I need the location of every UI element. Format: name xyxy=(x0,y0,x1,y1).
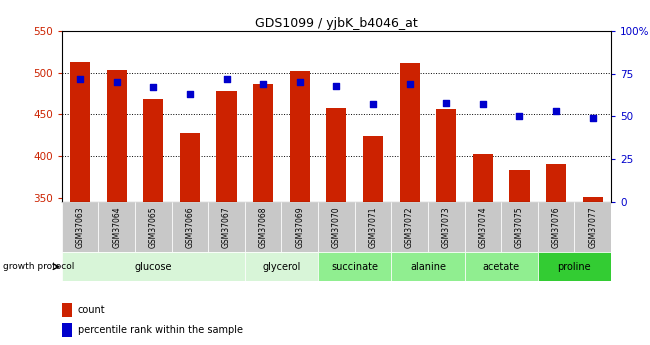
Text: alanine: alanine xyxy=(410,262,446,272)
Text: count: count xyxy=(78,305,105,315)
Point xyxy=(294,80,305,85)
Bar xyxy=(180,133,200,202)
Point xyxy=(368,102,378,107)
Point xyxy=(441,100,451,106)
Bar xyxy=(70,62,90,202)
Text: GSM37077: GSM37077 xyxy=(588,206,597,248)
Text: GSM37068: GSM37068 xyxy=(259,206,268,248)
Text: GSM37076: GSM37076 xyxy=(552,206,560,248)
Text: GSM37063: GSM37063 xyxy=(75,206,84,248)
Bar xyxy=(208,202,245,252)
Point xyxy=(258,81,268,87)
Text: succinate: succinate xyxy=(332,262,378,272)
Bar xyxy=(281,202,318,252)
Bar xyxy=(391,202,428,252)
Text: GSM37069: GSM37069 xyxy=(295,206,304,248)
Bar xyxy=(436,109,456,202)
Point xyxy=(551,109,562,114)
Bar xyxy=(326,108,346,202)
Bar xyxy=(538,253,611,280)
Text: GSM37073: GSM37073 xyxy=(442,206,450,248)
Bar xyxy=(62,253,245,280)
Bar xyxy=(391,253,465,280)
Point xyxy=(221,76,232,82)
Bar xyxy=(582,197,603,202)
Text: GSM37072: GSM37072 xyxy=(405,206,414,248)
Text: acetate: acetate xyxy=(482,262,520,272)
Bar xyxy=(363,136,383,202)
Text: GSM37070: GSM37070 xyxy=(332,206,341,248)
Bar xyxy=(245,253,318,280)
Bar xyxy=(143,99,163,202)
Bar xyxy=(538,202,575,252)
Text: GSM37064: GSM37064 xyxy=(112,206,121,248)
Text: percentile rank within the sample: percentile rank within the sample xyxy=(78,325,243,335)
Bar xyxy=(355,202,391,252)
Bar xyxy=(62,202,98,252)
Text: GSM37066: GSM37066 xyxy=(185,206,194,248)
Point xyxy=(331,83,342,88)
Text: glycerol: glycerol xyxy=(262,262,301,272)
Text: GSM37075: GSM37075 xyxy=(515,206,524,248)
Bar xyxy=(62,303,72,317)
Bar xyxy=(575,202,611,252)
Title: GDS1099 / yjbK_b4046_at: GDS1099 / yjbK_b4046_at xyxy=(255,17,418,30)
Point xyxy=(185,91,195,97)
Bar xyxy=(318,202,355,252)
Bar xyxy=(98,202,135,252)
Text: glucose: glucose xyxy=(135,262,172,272)
Point xyxy=(112,80,122,85)
Bar xyxy=(510,170,530,202)
Bar xyxy=(473,154,493,202)
Text: proline: proline xyxy=(558,262,592,272)
Bar xyxy=(465,202,501,252)
Point xyxy=(514,114,525,119)
Bar xyxy=(172,202,208,252)
Bar xyxy=(290,71,310,202)
Text: GSM37067: GSM37067 xyxy=(222,206,231,248)
Bar xyxy=(253,85,273,202)
Point xyxy=(588,115,598,121)
Bar xyxy=(245,202,281,252)
Bar xyxy=(107,70,127,202)
Text: GSM37071: GSM37071 xyxy=(369,206,378,248)
Point xyxy=(148,85,159,90)
Text: GSM37065: GSM37065 xyxy=(149,206,158,248)
Point xyxy=(404,81,415,87)
Bar xyxy=(501,202,538,252)
Bar xyxy=(216,91,237,202)
Bar xyxy=(62,323,72,337)
Bar xyxy=(428,202,465,252)
Point xyxy=(478,102,488,107)
Bar xyxy=(546,164,566,202)
Bar xyxy=(318,253,391,280)
Text: growth protocol: growth protocol xyxy=(3,262,75,271)
Bar xyxy=(465,253,538,280)
Text: GSM37074: GSM37074 xyxy=(478,206,488,248)
Bar xyxy=(400,63,420,202)
Point xyxy=(75,76,85,82)
Bar xyxy=(135,202,172,252)
